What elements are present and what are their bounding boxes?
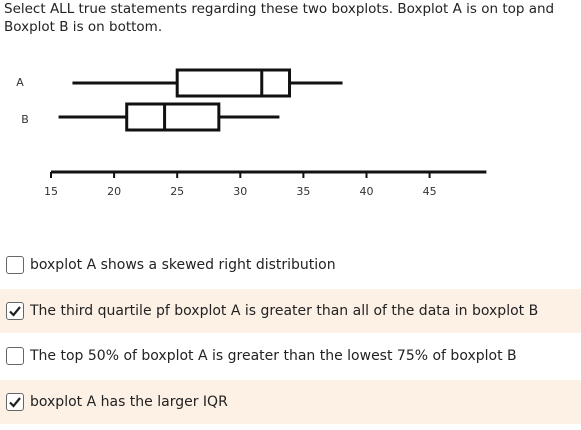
boxplot-chart: 15 20 25 30 35 40 45 A B (16, 68, 487, 198)
box (175, 68, 292, 98)
option[interactable]: The top 50% of boxplot A is greater than… (0, 334, 581, 378)
option[interactable]: boxplot A has the larger IQR (0, 380, 581, 424)
option[interactable]: boxplot A shows a skewed right distribut… (0, 243, 581, 287)
x-tick-label: 30 (233, 185, 247, 198)
check (9, 397, 21, 408)
series-label: B (21, 113, 29, 126)
x-tick-label: 35 (296, 185, 310, 198)
option-text: boxplot A has the larger IQR (30, 394, 228, 410)
option[interactable]: The third quartile pf boxplot A is great… (0, 289, 581, 333)
question: Select ALL true statements regarding the… (4, 1, 555, 35)
x-tick-label: 45 (423, 185, 437, 198)
checkbox[interactable] (6, 256, 24, 274)
option-text: boxplot A shows a skewed right distribut… (30, 257, 336, 273)
x-tick-label: 40 (360, 185, 374, 198)
box (125, 102, 221, 132)
checkbox[interactable] (6, 302, 24, 320)
x-tick-label: 15 (44, 185, 58, 198)
checkmark (9, 306, 21, 317)
checkbox[interactable] (6, 347, 24, 365)
series-label: A (16, 76, 24, 89)
option-text: The third quartile pf boxplot A is great… (30, 303, 539, 319)
checkmark (9, 397, 21, 408)
option-text: The top 50% of boxplot A is greater than… (30, 348, 517, 364)
x-tick-label: 20 (107, 185, 121, 198)
check (9, 306, 21, 317)
checkbox[interactable] (6, 393, 24, 411)
x-tick-label: 25 (170, 185, 184, 198)
